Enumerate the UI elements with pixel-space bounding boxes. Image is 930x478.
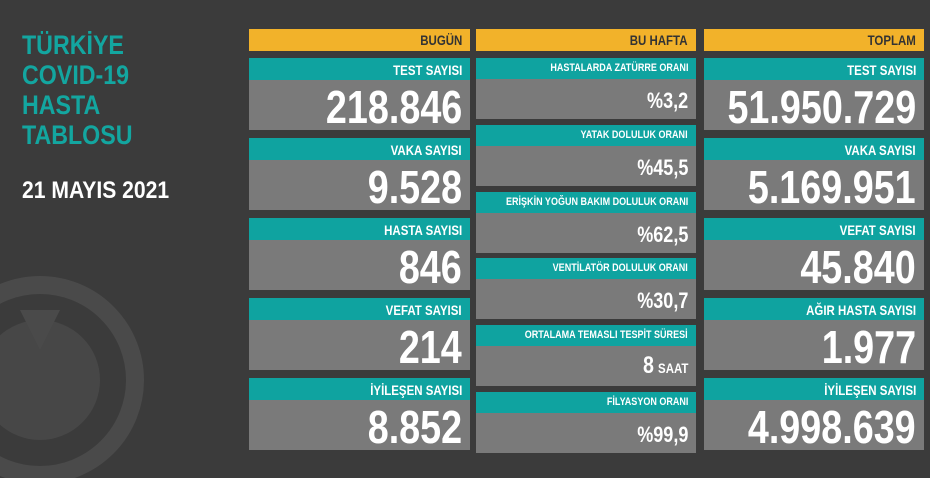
item-label: VENTİLATÖR DOLULUK ORANI xyxy=(552,262,688,275)
item-value: %99,9 xyxy=(636,422,688,447)
column-header-text: TOPLAM xyxy=(867,32,916,48)
item-label: VAKA SAYISI xyxy=(844,142,916,158)
item-value: %3,2 xyxy=(646,88,688,113)
item-value-box: 218.846 xyxy=(249,80,470,133)
title-line: COVID-19 xyxy=(22,60,130,90)
item-value-box: 8.852 xyxy=(249,400,470,453)
item-value: 45.840 xyxy=(800,241,916,293)
item-value-box: 9.528 xyxy=(249,160,470,213)
item-value-box: 45.840 xyxy=(704,240,924,293)
item-value-box: %62,5 xyxy=(476,212,696,253)
item-value-box: %30,7 xyxy=(476,279,696,320)
item-label-bar: HASTALARDA ZATÜRRE ORANI xyxy=(476,58,696,79)
item-value: %45,5 xyxy=(636,154,688,180)
item-label: İYİLEŞEN SAYISI xyxy=(369,382,462,398)
item-value: 214 xyxy=(399,321,462,373)
item-label-bar: HASTA SAYISI xyxy=(249,218,470,240)
item-value: %30,7 xyxy=(636,288,688,314)
item-label-bar: AĞIR HASTA SAYISI xyxy=(704,298,924,320)
item-label-bar: İYİLEŞEN SAYISI xyxy=(249,378,470,400)
item-value-box: 5.169.951 xyxy=(704,160,924,213)
item-label-bar: ORTALAMA TEMASLI TESPİT SÜRESİ xyxy=(476,325,696,347)
item-label-bar: FİLYASYON ORANI xyxy=(476,392,696,413)
item-value-box: 8 SAAT xyxy=(476,346,696,387)
item-label-bar: VENTİLATÖR DOLULUK ORANI xyxy=(476,258,696,280)
item-value-box: 4.998.639 xyxy=(704,400,924,453)
item-label-bar: VAKA SAYISI xyxy=(249,138,470,160)
item-label: VAKA SAYISI xyxy=(390,142,462,158)
item-value-box: %99,9 xyxy=(476,413,696,453)
item-value: 8.852 xyxy=(367,401,462,453)
column-header-text: BUGÜN xyxy=(419,32,462,48)
item-label: İYİLEŞEN SAYISI xyxy=(823,382,916,398)
item-label: VEFAT SAYISI xyxy=(386,302,462,318)
item-value: 9.528 xyxy=(367,161,462,213)
item-value-box: 1.977 xyxy=(704,320,924,373)
item-label: AĞIR HASTA SAYISI xyxy=(806,302,916,318)
item-label-bar: VAKA SAYISI xyxy=(704,138,924,160)
date: 21 MAYIS 2021 xyxy=(22,177,170,204)
item-value: 218.846 xyxy=(325,81,462,133)
item-label-bar: ERİŞKİN YOĞUN BAKIM DOLULUK ORANI xyxy=(476,191,696,213)
item-label: HASTALARDA ZATÜRRE ORANI xyxy=(549,62,688,74)
item-label-bar: TEST SAYISI xyxy=(249,58,470,80)
emblem xyxy=(0,276,144,478)
item-value: 8 xyxy=(642,352,654,380)
item-value-box: 51.950.729 xyxy=(704,80,924,133)
item-label-bar: İYİLEŞEN SAYISI xyxy=(704,378,924,400)
item-unit: SAAT xyxy=(657,360,688,377)
item-label: TEST SAYISI xyxy=(846,62,916,78)
item-label: FİLYASYON ORANI xyxy=(606,396,688,408)
item-label: YATAK DOLULUK ORANI xyxy=(580,128,688,141)
item-label: VEFAT SAYISI xyxy=(840,222,916,238)
column-header: BU HAFTA xyxy=(476,29,696,51)
item-label: ERİŞKİN YOĞUN BAKIM DOLULUK ORANI xyxy=(505,195,688,208)
item-value: 5.169.951 xyxy=(748,161,916,213)
item-value-group: 8 SAAT xyxy=(643,352,688,380)
title-line: HASTA xyxy=(22,90,101,120)
item-value-box: 214 xyxy=(249,320,470,373)
item-label: ORTALAMA TEMASLI TESPİT SÜRESİ xyxy=(525,329,688,342)
item-label-bar: TEST SAYISI xyxy=(704,58,924,80)
item-label: HASTA SAYISI xyxy=(383,222,462,238)
item-value-box: %3,2 xyxy=(476,79,696,119)
item-value: 1.977 xyxy=(821,321,916,373)
item-value-box: %45,5 xyxy=(476,145,696,186)
item-value: %62,5 xyxy=(636,221,688,247)
item-label-bar: VEFAT SAYISI xyxy=(249,298,470,320)
item-value: 4.998.639 xyxy=(748,401,916,453)
column-header: TOPLAM xyxy=(704,29,924,51)
column-header: BUGÜN xyxy=(249,29,470,51)
item-value: 846 xyxy=(399,241,462,293)
item-value-box: 846 xyxy=(249,240,470,293)
column-header-text: BU HAFTA xyxy=(630,32,688,48)
item-label: TEST SAYISI xyxy=(392,62,462,78)
title-line: TABLOSU xyxy=(22,120,133,150)
title-line: TÜRKİYE xyxy=(22,30,124,60)
item-value: 51.950.729 xyxy=(727,81,916,133)
item-label-bar: YATAK DOLULUK ORANI xyxy=(476,124,696,146)
item-label-bar: VEFAT SAYISI xyxy=(704,218,924,240)
